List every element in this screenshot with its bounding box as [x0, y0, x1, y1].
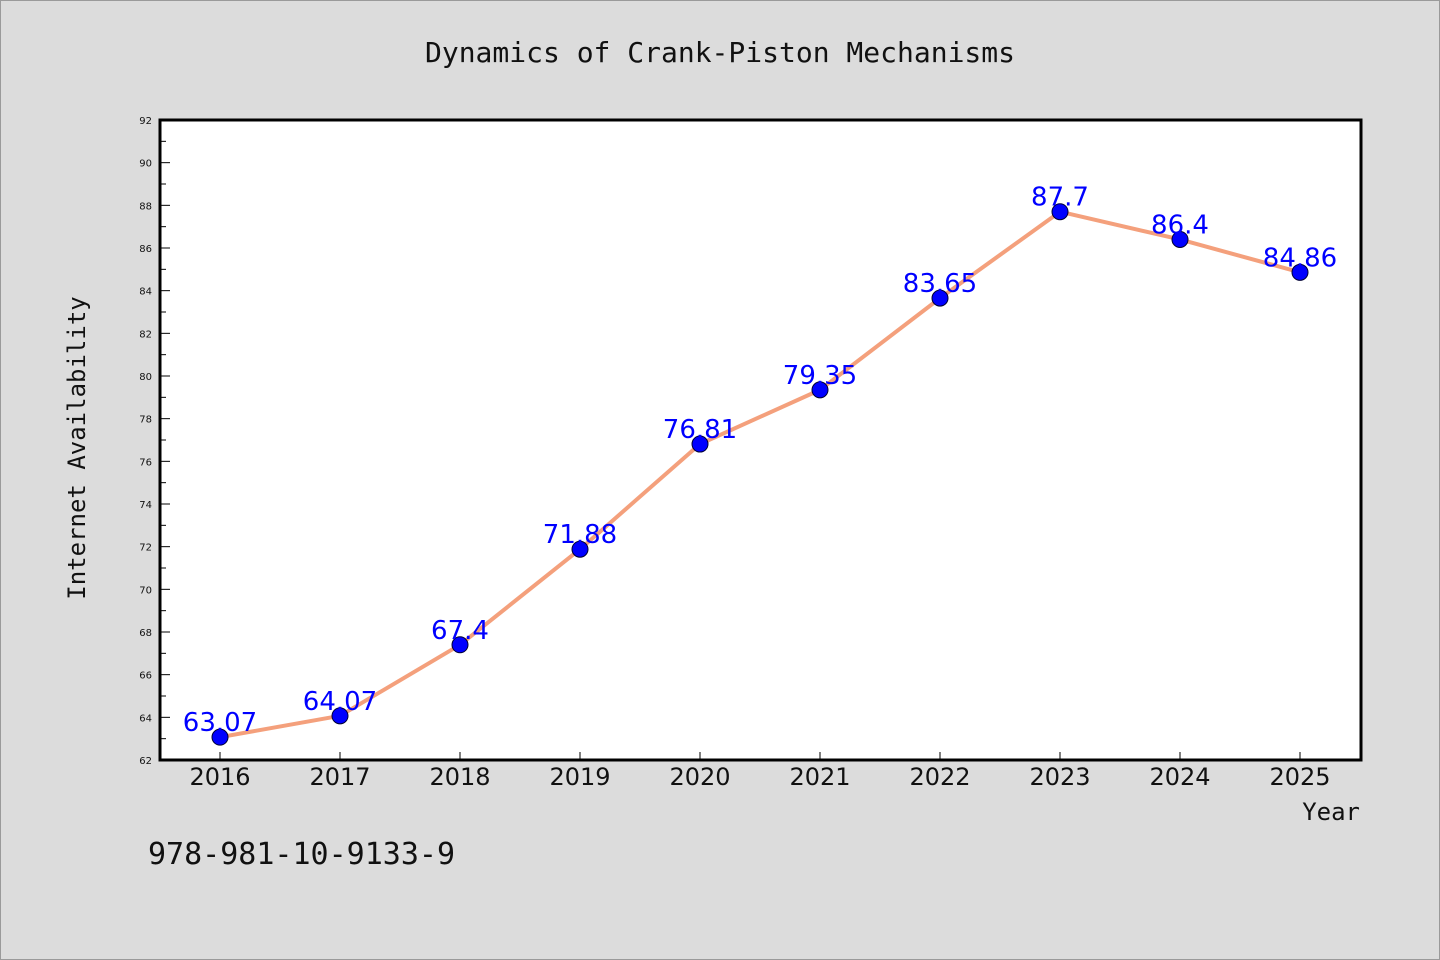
x-tick-label: 2016	[189, 763, 250, 791]
data-label: 63.07	[183, 708, 257, 738]
y-tick-label: 74	[139, 500, 152, 511]
y-tick-label: 90	[139, 159, 152, 170]
x-tick-label: 2022	[909, 763, 970, 791]
y-axis-ticks: 62 64 66 68 70 72 74 76 78 80 82 84 86 88 90 92	[139, 116, 170, 767]
series-markers	[211, 203, 1309, 746]
x-tick-label: 2018	[429, 763, 490, 791]
data-point	[931, 289, 949, 307]
series-line	[218, 209, 1302, 740]
y-tick-label: 78	[139, 415, 152, 426]
data-point	[1051, 203, 1069, 221]
data-label: 67.4	[431, 616, 489, 646]
y-tick-label: 88	[139, 201, 152, 212]
y-tick-label: 84	[139, 287, 152, 298]
chart-title: Dynamics of Crank-Piston Mechanisms	[425, 36, 1015, 69]
x-tick-label: 2021	[789, 763, 850, 791]
data-label: 64.07	[303, 687, 377, 717]
data-label: 83.65	[903, 269, 977, 299]
x-tick-label: 2023	[1029, 763, 1090, 791]
x-axis-label: Year	[1302, 798, 1360, 826]
data-label: 84.86	[1263, 243, 1337, 273]
plot-area	[158, 118, 1363, 762]
y-tick-label: 86	[139, 244, 152, 255]
y-tick-label: 68	[139, 628, 152, 639]
y-tick-label: 76	[139, 457, 152, 468]
x-axis-ticks: 2016 2017 2018 2019 2020 2021 2022 2023 2024 2025	[189, 752, 1331, 791]
y-tick-label: 70	[139, 585, 152, 596]
y-tick-label: 82	[139, 329, 152, 340]
data-point	[691, 435, 709, 453]
x-tick-label: 2020	[669, 763, 730, 791]
data-label: 86.4	[1151, 210, 1209, 240]
x-tick-label: 2025	[1269, 763, 1330, 791]
data-label: 71.88	[543, 520, 617, 550]
data-point	[811, 381, 829, 399]
y-tick-label: 80	[139, 372, 152, 383]
data-point	[331, 707, 349, 725]
data-point	[211, 728, 229, 746]
data-point	[1291, 263, 1309, 281]
data-label: 79.35	[783, 361, 857, 391]
y-tick-label: 66	[139, 671, 152, 682]
y-tick-label: 62	[139, 756, 152, 767]
x-tick-label: 2019	[549, 763, 610, 791]
x-tick-label: 2024	[1149, 763, 1210, 791]
data-point	[1171, 230, 1189, 248]
data-labels: 63.07 64.07 67.4 71.88 76.81 79.35 83.65 87.7 86…	[183, 183, 1337, 738]
data-label: 76.81	[663, 415, 737, 445]
x-tick-label: 2017	[309, 763, 370, 791]
footer-code: 978-981-10-9133-9	[148, 837, 455, 872]
y-tick-label: 64	[139, 713, 152, 724]
data-point	[571, 540, 589, 558]
y-axis-label: Internet Availability	[63, 296, 91, 599]
y-tick-label: 72	[139, 543, 152, 554]
y-tick-label: 92	[139, 116, 152, 127]
data-label: 87.7	[1031, 183, 1089, 213]
data-point	[451, 636, 469, 654]
